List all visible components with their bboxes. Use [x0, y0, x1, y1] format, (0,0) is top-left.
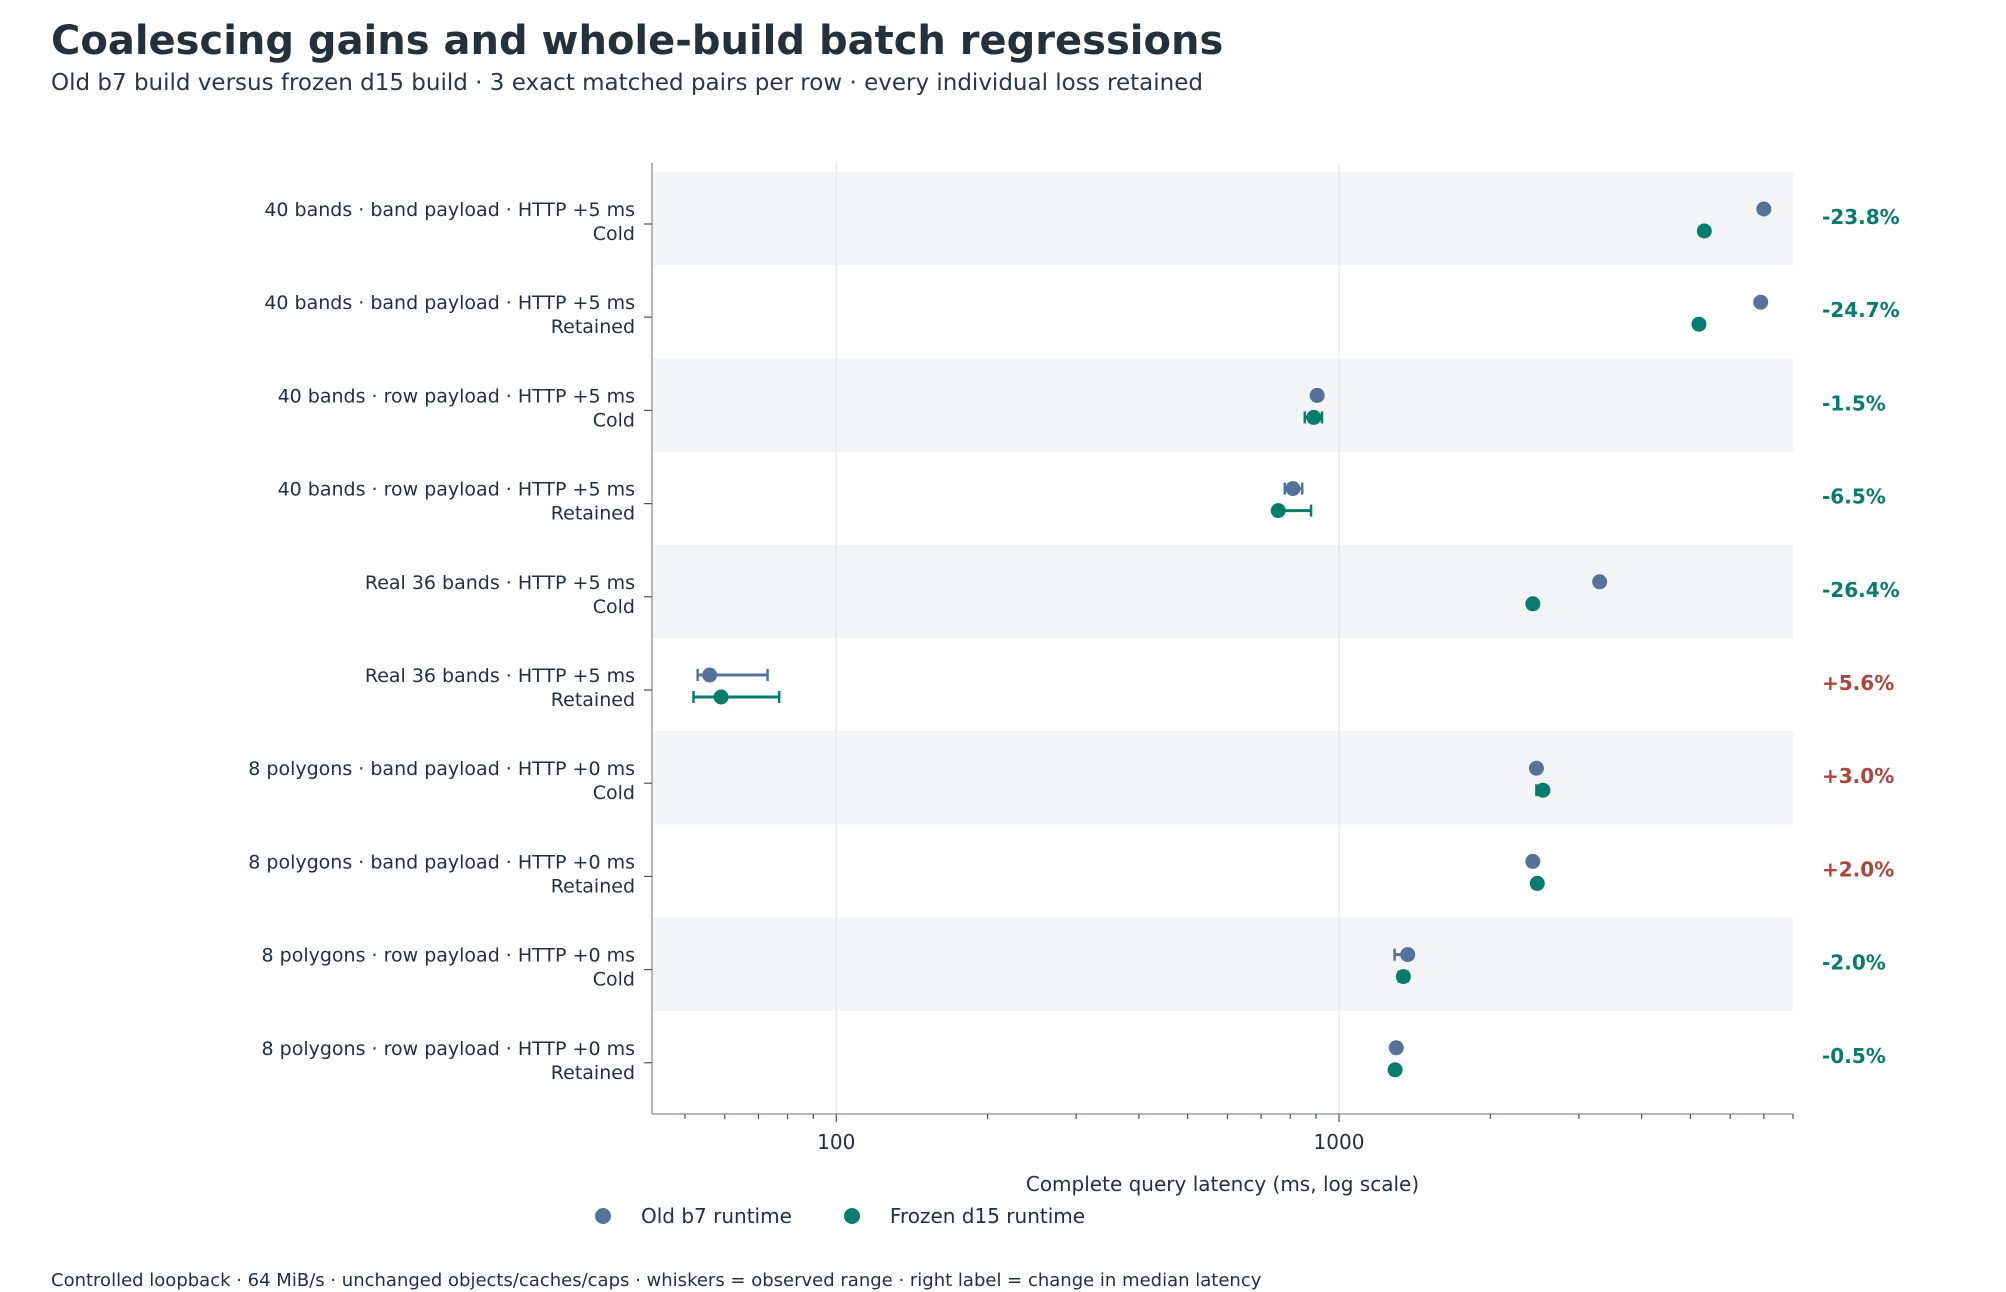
chart-subtitle: Old b7 build versus frozen d15 build · 3…: [51, 70, 1203, 96]
row-label-line1: Real 36 bands · HTTP +5 ms: [365, 665, 635, 687]
x-tick-label: 1000: [1314, 1130, 1365, 1154]
row-label-line2: Cold: [593, 969, 635, 991]
row-label-line2: Retained: [551, 689, 635, 711]
row-label-line2: Retained: [551, 875, 635, 897]
row-label-line1: 40 bands · row payload · HTTP +5 ms: [278, 479, 635, 501]
row-band: [652, 731, 1793, 825]
old-median-point: [1285, 481, 1301, 497]
row-label-line1: 40 bands · row payload · HTTP +5 ms: [278, 385, 635, 407]
new-median-point: [1306, 409, 1322, 425]
old-median-point: [1400, 947, 1416, 963]
old-median-point: [702, 667, 718, 683]
change-label: -0.5%: [1822, 1044, 1886, 1068]
row-band: [652, 917, 1793, 1011]
row-label-line1: 8 polygons · row payload · HTTP +0 ms: [262, 1038, 635, 1060]
change-label: +5.6%: [1822, 671, 1894, 695]
old-median-point: [1309, 387, 1325, 403]
change-label: -1.5%: [1822, 391, 1886, 415]
change-label: -23.8%: [1822, 205, 1900, 229]
row-label-line1: 8 polygons · band payload · HTTP +0 ms: [248, 758, 635, 780]
old-median-point: [1388, 1040, 1404, 1056]
row-label-line1: 8 polygons · band payload · HTTP +0 ms: [248, 851, 635, 873]
new-median-point: [1387, 1062, 1403, 1078]
change-label: -6.5%: [1822, 485, 1886, 509]
row-band: [652, 172, 1793, 266]
x-axis-label: Complete query latency (ms, log scale): [1026, 1172, 1419, 1196]
new-median-point: [1696, 223, 1712, 239]
row-label-line2: Cold: [593, 409, 635, 431]
row-label-line2: Cold: [593, 596, 635, 618]
legend-swatch-new: [843, 1208, 860, 1224]
row-band: [652, 544, 1793, 638]
old-median-point: [1525, 853, 1541, 869]
chart-legend: Old b7 runtime Frozen d15 runtime: [595, 1204, 1137, 1228]
row-label-line1: 8 polygons · row payload · HTTP +0 ms: [262, 945, 635, 967]
new-median-point: [1529, 875, 1545, 891]
row-band: [652, 358, 1793, 452]
change-label: -24.7%: [1822, 298, 1900, 322]
new-median-point: [1535, 782, 1551, 798]
row-label-line1: Real 36 bands · HTTP +5 ms: [365, 572, 635, 594]
legend-swatch-old: [595, 1208, 611, 1224]
old-median-point: [1753, 294, 1769, 310]
change-label: -2.0%: [1822, 951, 1886, 975]
legend-label-new: Frozen d15 runtime: [889, 1204, 1086, 1228]
old-median-point: [1592, 574, 1608, 590]
old-median-point: [1528, 760, 1544, 776]
row-label-line2: Cold: [593, 782, 635, 804]
legend-item-new: Frozen d15 runtime: [843, 1204, 1086, 1228]
change-label: +3.0%: [1822, 764, 1894, 788]
row-label-line2: Cold: [593, 223, 635, 245]
legend-label-old: Old b7 runtime: [641, 1204, 792, 1228]
chart-footnote: Controlled loopback · 64 MiB/s · unchang…: [51, 1270, 1262, 1291]
old-median-point: [1756, 201, 1772, 217]
row-label-line1: 40 bands · band payload · HTTP +5 ms: [264, 292, 635, 314]
x-tick-label: 100: [817, 1130, 855, 1154]
new-median-point: [1395, 969, 1411, 985]
change-label: +2.0%: [1822, 857, 1894, 881]
chart-title: Coalescing gains and whole-build batch r…: [51, 18, 1224, 64]
new-median-point: [713, 689, 729, 705]
row-label-line2: Retained: [551, 503, 635, 525]
row-label-line2: Retained: [551, 316, 635, 338]
row-label-line2: Retained: [551, 1062, 635, 1084]
new-median-point: [1691, 316, 1707, 332]
change-label: -26.4%: [1822, 578, 1900, 602]
new-median-point: [1525, 596, 1541, 612]
new-median-point: [1270, 503, 1286, 519]
row-label-line1: 40 bands · band payload · HTTP +5 ms: [264, 199, 635, 221]
legend-item-old: Old b7 runtime: [595, 1204, 792, 1228]
